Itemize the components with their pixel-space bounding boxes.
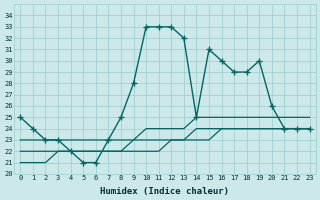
X-axis label: Humidex (Indice chaleur): Humidex (Indice chaleur) bbox=[100, 187, 229, 196]
